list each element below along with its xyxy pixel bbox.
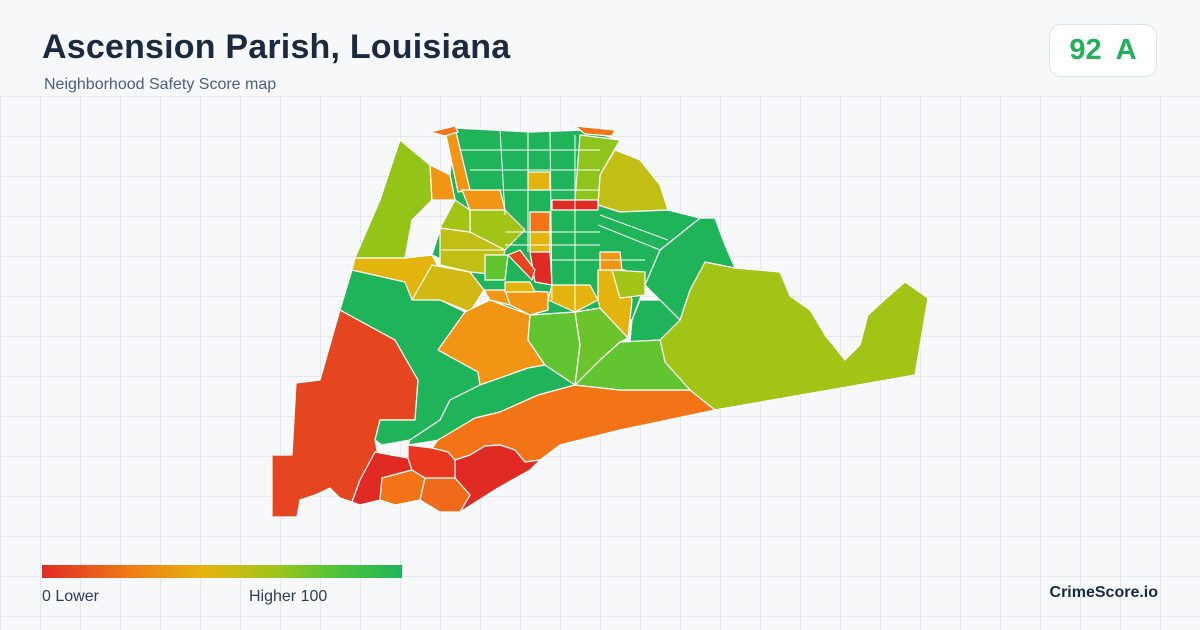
neighborhood-north-orange-5[interactable] (599, 251, 623, 271)
score-badge: 92 A (1049, 24, 1157, 77)
neighborhood-north-light-1[interactable] (484, 254, 509, 281)
parcel-boundaries (440, 129, 669, 312)
neighborhood-northwest[interactable] (354, 139, 433, 259)
page-title: Ascension Parish, Louisiana (42, 28, 511, 66)
neighborhood-center-red-2[interactable] (507, 249, 536, 281)
neighborhood-center-yellow-2[interactable] (547, 284, 599, 313)
neighborhood-north-yellow-2[interactable] (529, 231, 551, 253)
neighborhood-center-orange-3[interactable] (483, 289, 511, 306)
neighborhood-center-yellow-4[interactable] (504, 281, 536, 293)
neighborhood-north-rim-orange[interactable] (429, 125, 459, 137)
score-grade: A (1115, 34, 1137, 66)
neighborhood-east-large[interactable] (659, 261, 929, 411)
neighborhood-north-orange-4[interactable] (529, 211, 551, 233)
legend-low-label: 0 Lower (42, 588, 99, 605)
legend-color-scale (42, 565, 402, 578)
page-subtitle: Neighborhood Safety Score map (44, 76, 277, 93)
legend-high-label: Higher 100 (249, 588, 328, 605)
neighborhood-north-rim-orange-2[interactable] (574, 125, 616, 137)
neighborhood-north-orange-3[interactable] (461, 189, 506, 211)
brand-label[interactable]: CrimeScore.io (1049, 584, 1158, 601)
neighborhood-north-yellow-green-2[interactable] (439, 199, 471, 233)
neighborhood-north-yellow-1[interactable] (527, 171, 551, 191)
score-value: 92 (1069, 34, 1102, 66)
neighborhood-south-red-2[interactable] (407, 444, 456, 479)
neighborhood-center-yellow-green-3[interactable] (611, 269, 646, 299)
